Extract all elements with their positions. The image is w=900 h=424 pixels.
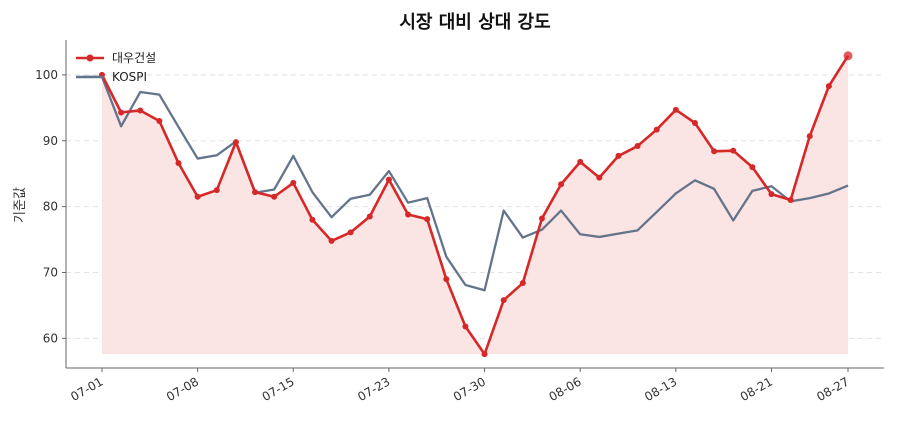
point-daewoo-4 — [175, 160, 182, 167]
x-tick-label-07-08: 07-08 — [164, 374, 201, 404]
point-daewoo-32 — [711, 148, 718, 155]
point-daewoo-39 — [843, 51, 853, 61]
point-daewoo-22 — [519, 280, 526, 287]
point-daewoo-38 — [825, 83, 832, 90]
point-daewoo-17 — [424, 216, 431, 223]
point-daewoo-27 — [615, 152, 622, 159]
y-tick-label-70: 70 — [43, 265, 58, 279]
point-daewoo-28 — [634, 143, 641, 150]
x-tick-label-07-30: 07-30 — [451, 374, 488, 404]
y-tick-label-60: 60 — [43, 331, 58, 345]
point-daewoo-19 — [462, 323, 469, 330]
point-daewoo-12 — [328, 237, 335, 244]
point-daewoo-18 — [443, 276, 450, 283]
point-daewoo-25 — [577, 158, 584, 165]
y-axis-ticks: 60 70 80 90 100 — [35, 68, 66, 345]
point-daewoo-2 — [137, 107, 144, 114]
point-daewoo-5 — [194, 193, 201, 200]
y-axis-label: 기준값 — [13, 187, 28, 223]
point-daewoo-1 — [118, 109, 125, 116]
point-daewoo-15 — [385, 176, 392, 183]
x-tick-label-08-21: 08-21 — [738, 374, 775, 404]
point-daewoo-6 — [213, 187, 220, 194]
highlight-area — [102, 55, 848, 355]
legend-label-kospi: KOSPI — [112, 70, 147, 84]
shaded-area — [102, 55, 848, 355]
point-daewoo-20 — [481, 351, 488, 358]
point-daewoo-11 — [309, 216, 316, 223]
point-daewoo-10 — [290, 179, 297, 186]
legend: 대우건설 KOSPI — [76, 51, 156, 84]
point-daewoo-30 — [672, 106, 679, 113]
point-daewoo-26 — [596, 174, 603, 181]
point-daewoo-35 — [768, 191, 775, 198]
point-daewoo-7 — [232, 139, 239, 146]
x-tick-label-08-27: 08-27 — [814, 374, 851, 404]
point-daewoo-21 — [500, 297, 507, 304]
point-daewoo-8 — [252, 189, 259, 196]
series-line-kospi — [82, 75, 849, 292]
x-tick-label-07-23: 07-23 — [355, 374, 392, 404]
x-tick-label-07-01: 07-01 — [68, 374, 105, 404]
point-daewoo-9 — [271, 193, 278, 200]
chart-title: 시장 대비 상대 강도 — [399, 12, 550, 33]
point-daewoo-16 — [405, 211, 412, 218]
point-daewoo-23 — [538, 215, 545, 222]
point-daewoo-33 — [730, 147, 737, 154]
axes — [65, 40, 884, 369]
point-daewoo-13 — [347, 229, 354, 236]
point-daewoo-3 — [156, 118, 163, 125]
x-axis-ticks: 07-01 07-08 07-15 07-23 07-30 08-06 08-13 08-21… — [68, 368, 852, 404]
y-tick-label-80: 80 — [43, 200, 58, 214]
x-tick-label-08-13: 08-13 — [642, 374, 679, 404]
legend-marker-daewoo — [86, 54, 94, 62]
series-line-daewoo — [100, 55, 850, 356]
x-tick-label-08-06: 08-06 — [547, 374, 584, 404]
point-daewoo-29 — [653, 126, 660, 133]
x-tick-label-07-15: 07-15 — [260, 374, 297, 404]
y-tick-label-100: 100 — [35, 68, 58, 82]
point-daewoo-24 — [558, 181, 565, 188]
point-daewoo-36 — [787, 197, 794, 204]
point-daewoo-14 — [366, 213, 373, 220]
point-daewoo-31 — [691, 119, 698, 126]
point-daewoo-37 — [806, 133, 813, 140]
legend-label-daewoo: 대우건설 — [112, 51, 156, 65]
point-daewoo-34 — [749, 164, 756, 171]
y-tick-label-90: 90 — [43, 134, 58, 148]
